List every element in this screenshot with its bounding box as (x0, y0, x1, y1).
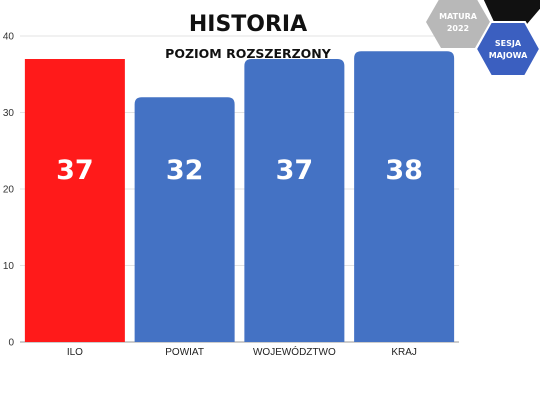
matura-hexagon (426, 0, 490, 48)
sesja-badge-line2: MAJOWA (489, 51, 528, 60)
y-tick-label: 0 (8, 338, 14, 349)
sesja-badge-line1: SESJA (495, 39, 522, 48)
bar-ilo (24, 58, 125, 342)
bar-value-label: 32 (166, 155, 204, 186)
sesja-hexagon (474, 21, 540, 77)
bar-value-label: 37 (276, 155, 314, 186)
y-tick-label: 30 (3, 108, 15, 119)
x-tick-label: KRAJ (391, 347, 417, 358)
x-tick-label: POWIAT (165, 347, 204, 358)
bar-powiat (134, 97, 235, 342)
bar-kraj (354, 51, 455, 343)
x-tick-label: WOJEWÓDZTWO (253, 345, 336, 358)
sesja-badge: SESJA MAJOWA (474, 21, 540, 77)
matura-badge-line1: MATURA (439, 12, 478, 21)
value-labels: 37 32 37 38 (56, 155, 423, 186)
y-axis: 0 10 20 30 40 (3, 32, 15, 349)
dark-hexagon-decoration (483, 0, 540, 24)
bar-value-label: 37 (56, 155, 94, 186)
matura-badge: MATURA 2022 (426, 0, 490, 48)
matura-badge-line2: 2022 (447, 24, 469, 33)
y-tick-label: 40 (3, 32, 15, 43)
x-axis-labels: ILO POWIAT WOJEWÓDZTWO KRAJ (67, 345, 417, 358)
bar-value-label: 38 (385, 155, 423, 186)
chart-subtitle: POZIOM ROZSZERZONY (165, 46, 332, 61)
y-tick-label: 20 (3, 185, 15, 196)
x-tick-label: ILO (67, 347, 83, 358)
bar-wojew-dztwo (244, 58, 345, 342)
bars (24, 51, 455, 343)
y-tick-label: 10 (3, 261, 15, 272)
chart-title: HISTORIA (189, 12, 307, 37)
